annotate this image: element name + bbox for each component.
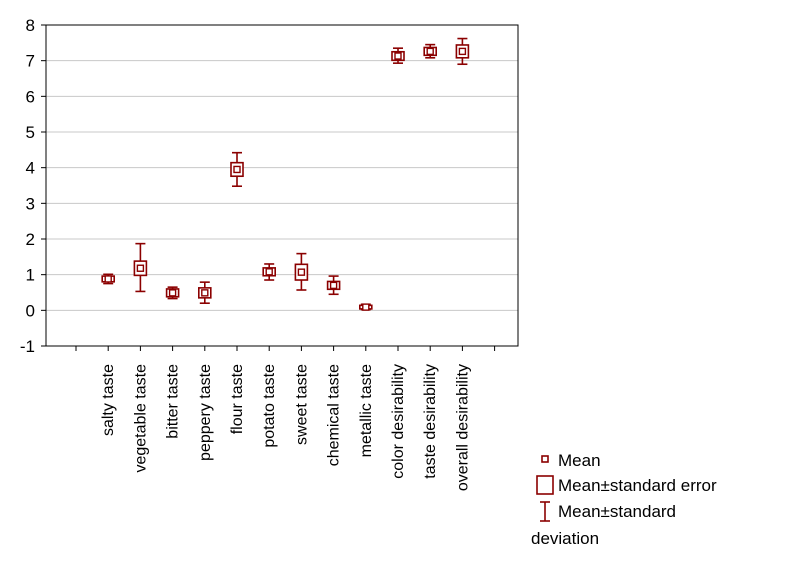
mean-marker <box>394 52 402 60</box>
mean-marker <box>426 47 434 56</box>
mean-marker <box>329 281 338 290</box>
legend-se-label: Mean±standard error <box>558 476 717 495</box>
y-tick-label: 4 <box>26 159 35 178</box>
legend: Mean Mean±standard error Mean±standard d… <box>531 451 717 548</box>
mean-marker <box>136 264 145 272</box>
category-mark-group <box>391 47 405 64</box>
x-tick-label: chemical taste <box>326 364 343 466</box>
y-axis: -1 0 1 2 3 4 5 6 7 8 <box>20 16 46 356</box>
x-tick-label: vegetable taste <box>132 364 149 473</box>
legend-se-marker <box>536 475 554 495</box>
category-mark-group <box>262 263 277 281</box>
category-mark-group <box>326 275 341 296</box>
mean-marker <box>104 275 112 283</box>
x-tick-label: salty taste <box>100 364 117 436</box>
category-mark-group <box>455 37 470 66</box>
mean-marker <box>458 47 467 56</box>
y-tick-label: 5 <box>26 123 35 142</box>
x-tick-label: flour taste <box>229 364 246 434</box>
y-tick-label: 6 <box>26 87 35 106</box>
mean-marker <box>265 268 273 276</box>
legend-mean-label: Mean <box>558 451 601 470</box>
series <box>101 37 470 311</box>
x-tick-label: color desirability <box>390 364 407 479</box>
y-tick-label: 3 <box>26 194 35 213</box>
category-mark-group <box>423 43 438 59</box>
legend-mean-marker <box>541 455 549 463</box>
x-tick-label: potato taste <box>261 364 278 448</box>
x-axis: salty taste vegetable taste bitter taste pe… <box>75 346 496 491</box>
legend-sd-marker <box>540 501 550 522</box>
y-tick-label: -1 <box>20 337 35 356</box>
category-mark-group <box>358 303 373 311</box>
y-tick-label: 0 <box>26 301 35 320</box>
x-tick-label: overall desirability <box>454 364 471 491</box>
category-mark-group <box>165 286 180 300</box>
mean-marker <box>362 303 370 311</box>
category-mark-group <box>133 242 148 293</box>
category-mark-group <box>198 281 212 305</box>
plot-area-frame <box>45 24 519 347</box>
y-tick-label: 1 <box>26 266 35 285</box>
x-tick-label: bitter taste <box>165 364 182 439</box>
category-mark-group <box>230 151 244 188</box>
y-tick-label: 2 <box>26 230 35 249</box>
y-tick-label: 8 <box>26 16 35 35</box>
x-tick-label: peppery taste <box>197 364 214 461</box>
gridlines <box>46 60 518 311</box>
mean-marker <box>168 289 177 297</box>
legend-sd-label-line1: Mean±standard <box>558 502 676 521</box>
mean-marker <box>233 165 241 174</box>
x-tick-label: metallic taste <box>358 364 375 457</box>
x-tick-label: taste desirability <box>422 364 439 479</box>
legend-sd-label-line2: deviation <box>531 529 599 548</box>
x-tick-label: sweet taste <box>293 364 310 445</box>
mean-marker <box>201 289 209 297</box>
y-tick-label: 7 <box>26 52 35 71</box>
mean-marker <box>297 268 306 276</box>
category-mark-group <box>101 273 115 285</box>
category-mark-group <box>294 252 309 291</box>
